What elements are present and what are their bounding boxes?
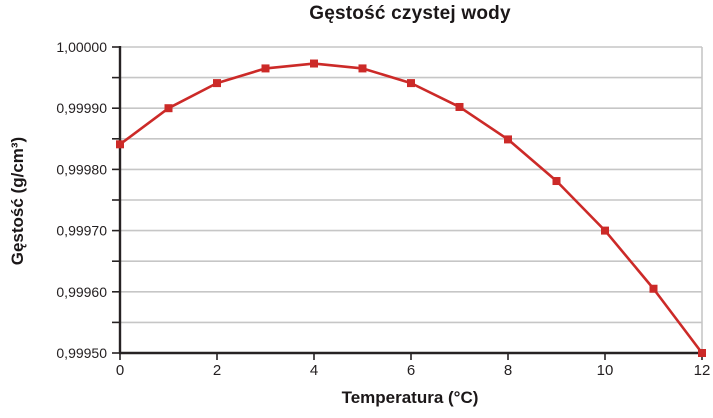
data-point-marker (455, 102, 464, 111)
y-tick-label: 0,99950 (56, 345, 107, 361)
x-tick-label: 0 (116, 362, 124, 379)
axes (118, 46, 703, 355)
x-tick-label: 10 (597, 362, 614, 379)
y-tick-label: 0,99960 (56, 284, 107, 300)
y-tick-label: 1,00000 (56, 39, 107, 55)
data-point-marker (164, 104, 173, 113)
data-point-marker (601, 226, 609, 235)
x-tick-label: 6 (407, 362, 415, 379)
x-tick-label: 4 (310, 362, 318, 379)
tick-labels: 1,00000 0,99990 0,99980 0,99970 0,99960 0,999… (56, 39, 710, 379)
x-tick-label: 2 (213, 362, 221, 379)
data-point-marker (358, 64, 367, 73)
data-point-marker (552, 177, 561, 186)
y-tick-label: 0,99980 (56, 161, 107, 177)
data-point-marker (698, 349, 706, 357)
data-series (116, 59, 706, 357)
x-tick-label: 12 (694, 362, 711, 379)
axis-ticks (112, 46, 703, 360)
data-point-marker (310, 59, 318, 68)
data-point-marker (213, 79, 221, 88)
density-line (119, 62, 704, 354)
data-point-marker (261, 64, 270, 73)
x-axis-title: Temperatura (°C) (341, 388, 479, 407)
data-point-marker (407, 79, 415, 88)
y-tick-label: 0,99970 (56, 223, 107, 239)
data-point-marker (649, 284, 658, 293)
x-tick-label: 8 (504, 362, 512, 379)
data-point-marker (504, 135, 512, 144)
y-tick-label: 0,99990 (56, 100, 107, 116)
chart-title: Gęstość czystej wody (309, 3, 511, 24)
data-point-marker (116, 140, 124, 149)
